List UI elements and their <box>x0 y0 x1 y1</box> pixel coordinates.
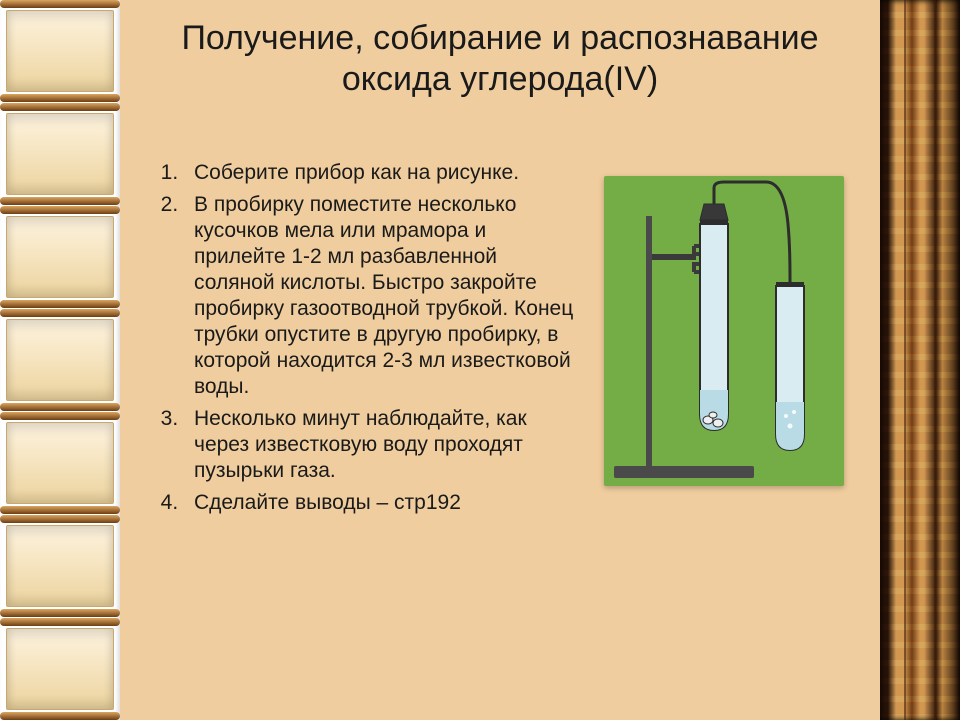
main-test-tube-icon <box>700 204 728 430</box>
step-item: В пробирку поместите несколько кусочков … <box>184 192 580 400</box>
clamp-arm-icon <box>652 254 696 260</box>
scroll-ornament <box>0 412 120 514</box>
stand-rod-icon <box>646 216 652 468</box>
scroll-ornament <box>0 309 120 411</box>
scroll-ornament <box>0 206 120 308</box>
right-decor-strip <box>880 0 960 720</box>
scroll-ornament <box>0 515 120 617</box>
stand-base-icon <box>614 466 754 478</box>
step-item: Сделайте выводы – стр192 <box>184 490 580 516</box>
scroll-ornament <box>0 0 120 102</box>
steps-list: Соберите прибор как на рисунке. В пробир… <box>140 160 580 516</box>
stage: Получение, собирание и распознавание окс… <box>0 0 960 720</box>
scroll-ornament <box>0 618 120 720</box>
scroll-ornament <box>0 103 120 205</box>
step-item: Несколько минут наблюдайте, как через из… <box>184 406 580 484</box>
slide: Получение, собирание и распознавание окс… <box>120 0 880 720</box>
step-item: Соберите прибор как на рисунке. <box>184 160 580 186</box>
slide-title: Получение, собирание и распознавание окс… <box>120 18 880 101</box>
slide-body: Соберите прибор как на рисунке. В пробир… <box>140 160 580 704</box>
left-decor-strip <box>0 0 120 720</box>
apparatus-figure <box>604 176 844 486</box>
collector-test-tube-icon <box>776 282 804 450</box>
apparatus-svg <box>604 176 844 486</box>
